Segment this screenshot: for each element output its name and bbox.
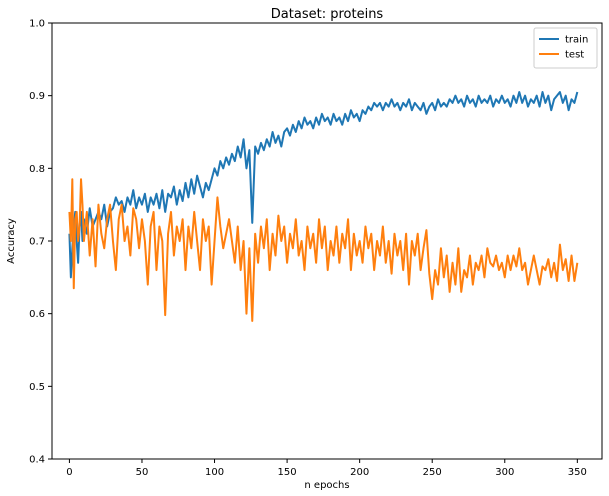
y-tick-label: 0.4: [29, 455, 45, 466]
x-tick-label: 150: [278, 467, 297, 478]
y-tick-label: 0.9: [29, 91, 45, 102]
x-tick-label: 0: [66, 467, 72, 478]
y-axis-ticks: 0.4 0.5 0.6 0.7 0.8 0.9 1.0: [29, 19, 52, 466]
series-line-test: [68, 178, 579, 322]
x-tick-label: 350: [568, 467, 587, 478]
legend: train test: [533, 27, 598, 69]
x-tick-label: 50: [136, 467, 149, 478]
x-tick-label: 300: [495, 467, 514, 478]
legend-label-test: test: [565, 50, 584, 61]
x-axis-ticks: 0 50 100 150 200 250 300 350: [66, 459, 587, 478]
y-tick-label: 1.0: [29, 19, 45, 30]
chart-title: Dataset: proteins: [271, 7, 384, 22]
x-tick-label: 250: [423, 467, 442, 478]
x-tick-label: 100: [205, 467, 224, 478]
y-axis-label: Accuracy: [6, 218, 17, 264]
x-axis-label: n epochs: [304, 480, 349, 491]
y-tick-label: 0.5: [29, 382, 45, 393]
y-tick-label: 0.7: [29, 237, 45, 248]
legend-label-train: train: [565, 35, 588, 46]
plot-area: [51, 22, 603, 460]
series-line-train: [68, 91, 579, 279]
y-tick-label: 0.8: [29, 164, 45, 175]
x-tick-label: 200: [350, 467, 369, 478]
y-tick-label: 0.6: [29, 309, 45, 320]
series-layer: [68, 91, 579, 322]
axes-frame: [51, 22, 603, 460]
